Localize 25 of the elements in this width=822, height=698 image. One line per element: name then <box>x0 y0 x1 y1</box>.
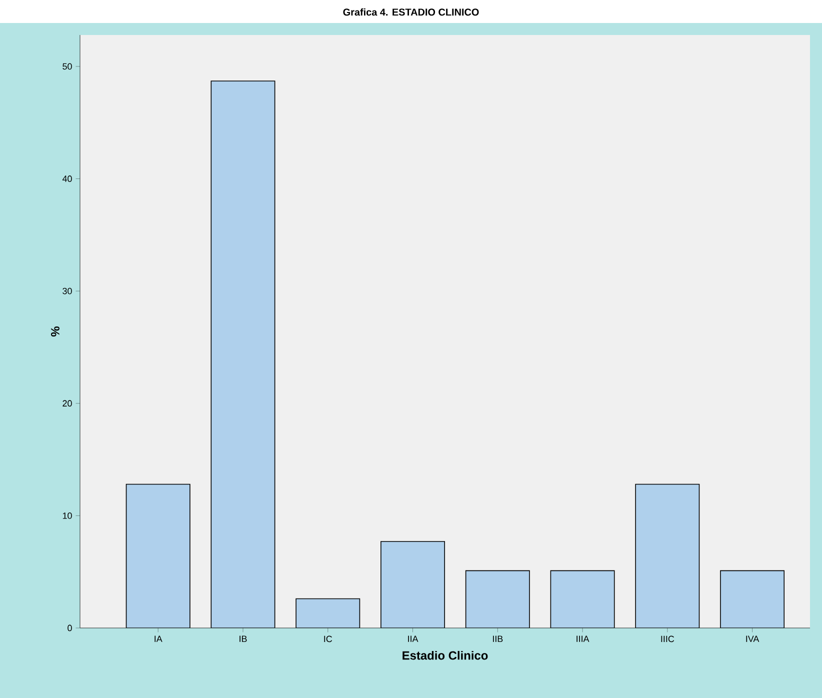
bar <box>550 570 615 628</box>
y-tick-label: 40 <box>62 176 72 182</box>
x-axis-title: Estadio Clinico <box>402 650 488 660</box>
x-tick-label: IIIA <box>576 636 590 642</box>
x-tick-label: IVA <box>746 636 760 642</box>
y-axis-title: % <box>51 326 60 336</box>
x-tick-label: IB <box>240 636 247 642</box>
x-tick-label: IIB <box>492 636 503 642</box>
y-tick-label: 30 <box>62 288 72 294</box>
bar <box>465 570 530 628</box>
bar <box>296 598 360 628</box>
bar <box>720 570 785 628</box>
x-tick-label: IIIC <box>661 636 674 642</box>
bar <box>380 541 445 628</box>
y-tick-label: 10 <box>62 512 72 519</box>
bar <box>210 80 276 628</box>
chart-title: Grafica 4. ESTADIO CLINICO <box>343 8 479 16</box>
x-tick-label: IC <box>324 636 332 642</box>
x-tick-label: IA <box>154 636 162 642</box>
bar <box>635 484 700 628</box>
y-tick-label: 20 <box>62 400 72 407</box>
y-tick-label: 50 <box>62 63 72 70</box>
x-tick-label: IIA <box>408 636 418 642</box>
bar <box>126 484 190 628</box>
y-tick-label: 0 <box>68 624 72 632</box>
